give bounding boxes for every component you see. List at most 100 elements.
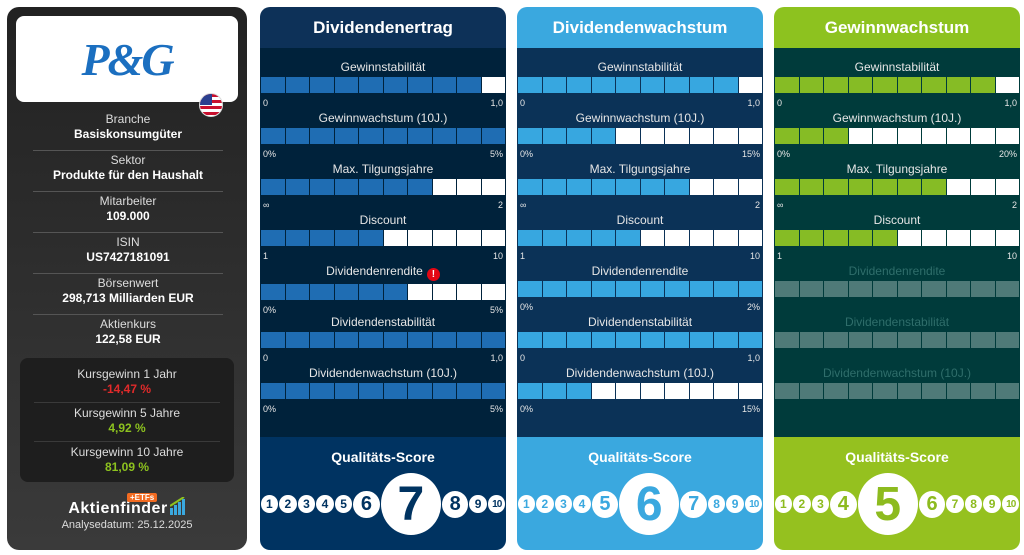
bar-segment <box>824 128 848 144</box>
bar-segment <box>359 128 383 144</box>
bar-segment <box>481 284 505 300</box>
bar-segment <box>383 230 407 246</box>
bar-segment <box>616 230 640 246</box>
scale-max: 2 <box>754 200 760 210</box>
bar-segment <box>518 332 542 348</box>
bar-segment <box>408 284 432 300</box>
bar-segment <box>897 77 921 93</box>
bar-segment <box>775 281 799 297</box>
metric-row: Gewinnwachstum (10J.) 0% 20% <box>774 111 1020 162</box>
bar-segment <box>714 179 738 195</box>
bar-segment <box>640 128 664 144</box>
scale-min: 0 <box>263 98 269 108</box>
metric-label: Max. Tilgungsjahre <box>332 162 434 176</box>
bar-segment <box>518 230 542 246</box>
bar-segment <box>848 128 872 144</box>
bar-segment <box>334 332 358 348</box>
warning-icon[interactable]: ! <box>426 268 440 281</box>
bar-segment <box>897 332 921 348</box>
bar-segment <box>261 77 285 93</box>
bar-segment <box>971 332 995 348</box>
bar-segment <box>665 179 689 195</box>
bar-segment <box>518 281 542 297</box>
scale-max: 1,0 <box>1004 98 1017 108</box>
bar-segment <box>738 281 762 297</box>
metric-row: Discount 1 10 <box>517 213 763 264</box>
bar-segment <box>457 230 481 246</box>
bar-segment <box>359 383 383 399</box>
bar-segment <box>640 230 664 246</box>
bar-segment <box>897 230 921 246</box>
bar-segment <box>689 332 713 348</box>
metric-bar <box>518 179 762 195</box>
metric-row: Dividendenstabilität <box>774 315 1020 366</box>
bar-segment <box>481 230 505 246</box>
performance-label: Kursgewinn 10 Jahre <box>70 445 184 459</box>
metric-bar <box>518 383 762 399</box>
metric-row: Dividendenwachstum (10J.) 0% 15% <box>517 366 763 417</box>
bar-segment <box>432 179 456 195</box>
score-scale: 1 2 3 4 5 6 7 8 9 10 <box>260 471 506 537</box>
performance-label: Kursgewinn 1 Jahr <box>77 367 177 381</box>
bar-segment <box>824 179 848 195</box>
metrics-list: Gewinnstabilität 0 1,0 Gewinnwachstum (10… <box>517 48 763 437</box>
bar-segment <box>799 230 823 246</box>
company-panel: P&G Branche Basiskonsumgüter Sektor Produkt… <box>7 7 247 550</box>
bar-segment <box>567 230 591 246</box>
metric-row: Dividendenstabilität 0 1,0 <box>517 315 763 366</box>
scale-min: 1 <box>520 251 526 261</box>
us-flag-icon <box>199 93 223 117</box>
metric-label: Discount <box>359 213 407 227</box>
bar-segment <box>824 77 848 93</box>
bar-segment <box>542 281 566 297</box>
card-title: Dividendenertrag <box>260 7 506 48</box>
bar-segment <box>922 128 946 144</box>
metric-bar <box>518 77 762 93</box>
scale-min: 1 <box>263 251 269 261</box>
score-circle-7: 7 <box>680 490 707 518</box>
bar-segment <box>567 77 591 93</box>
scale-max: 5% <box>489 149 503 159</box>
info-label: ISIN <box>116 235 140 249</box>
bar-segment <box>873 281 897 297</box>
metric-row: Gewinnstabilität 0 1,0 <box>774 60 1020 111</box>
bar-segment <box>310 332 334 348</box>
bar-segment <box>971 77 995 93</box>
bar-segment <box>665 332 689 348</box>
bar-segment <box>481 332 505 348</box>
info-value: Basiskonsumgüter <box>73 127 183 141</box>
bar-segment <box>383 284 407 300</box>
metric-label: Gewinnwachstum (10J.) <box>832 111 962 125</box>
bar-segment <box>383 332 407 348</box>
bar-segment <box>481 179 505 195</box>
quality-score: Qualitäts-Score 1 2 3 4 5 6 7 8 9 10 <box>774 437 1020 550</box>
metric-row: Discount 1 10 <box>774 213 1020 264</box>
metric-label: Max. Tilgungsjahre <box>589 162 691 176</box>
bar-segment <box>971 230 995 246</box>
metric-label: Dividendenstabilität <box>587 315 693 329</box>
bar-segment <box>640 281 664 297</box>
score-circle-6: 6 <box>353 490 380 518</box>
scale-max: 1,0 <box>747 98 760 108</box>
bar-segment <box>946 332 970 348</box>
bar-segment <box>310 284 334 300</box>
metric-label: Dividendenrendite <box>848 264 946 278</box>
performance-row: Kursgewinn 10 Jahre 81,09 % <box>34 442 220 481</box>
metrics-list: Gewinnstabilität 0 1,0 Gewinnwachstum (10… <box>260 48 506 437</box>
bar-segment <box>995 77 1019 93</box>
info-label: Branche <box>105 112 151 126</box>
metric-label: Gewinnstabilität <box>854 60 940 74</box>
bar-segment <box>383 179 407 195</box>
scale-max: 5% <box>489 305 503 315</box>
bar-segment <box>616 281 640 297</box>
metric-row: Max. Tilgungsjahre ∞ 2 <box>260 162 506 213</box>
bar-segment <box>334 230 358 246</box>
metric-bar <box>518 128 762 144</box>
bar-segment <box>738 230 762 246</box>
metric-row: Max. Tilgungsjahre ∞ 2 <box>517 162 763 213</box>
bar-segment <box>261 230 285 246</box>
bar-segment <box>689 230 713 246</box>
bar-segment <box>848 281 872 297</box>
info-row: Börsenwert 298,713 Milliarden EUR <box>33 274 223 315</box>
bar-segment <box>261 332 285 348</box>
